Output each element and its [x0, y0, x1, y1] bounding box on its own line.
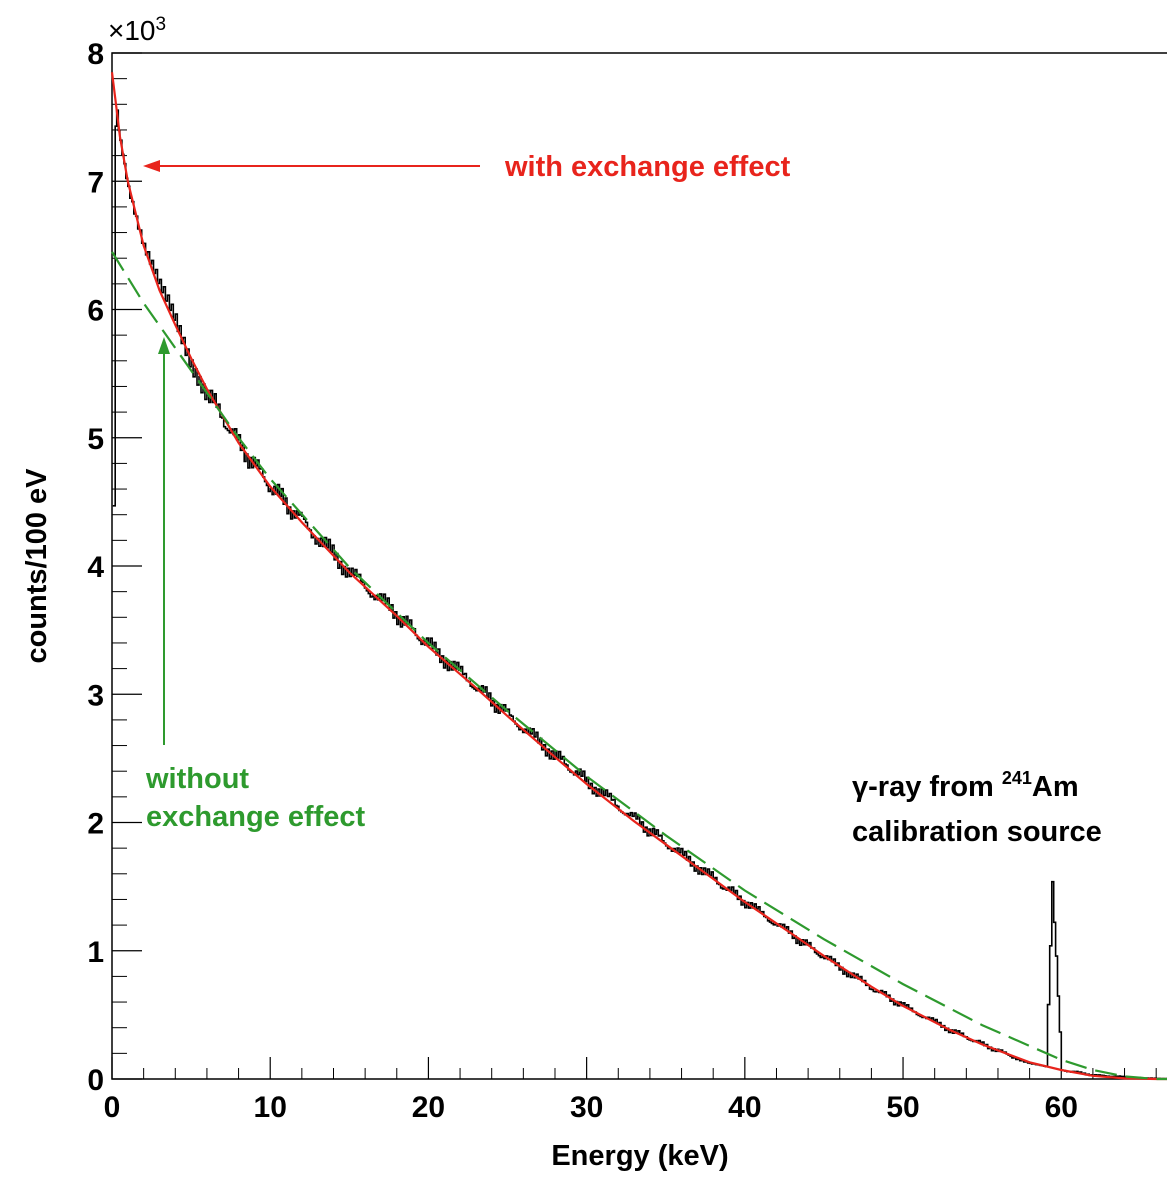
gamma-ray-label-line2: calibration source	[852, 816, 1102, 848]
x-tick-label: 10	[254, 1091, 287, 1124]
x-tick-label: 40	[728, 1091, 761, 1124]
x-axis-label: Energy (keV)	[551, 1140, 728, 1172]
y-tick-label: 0	[87, 1064, 104, 1097]
y-multiplier-label: ×103	[108, 14, 166, 46]
without-exchange-arrowhead	[158, 337, 170, 354]
x-tick-label: 20	[412, 1091, 445, 1124]
gamma-isotope-mass: 241	[1002, 768, 1032, 788]
y-tick-label: 2	[87, 808, 104, 841]
y-multiplier-base: ×10	[108, 15, 156, 46]
y-tick-label: 1	[87, 936, 104, 969]
without-exchange-label-line2: exchange effect	[146, 801, 366, 833]
without-exchange-label-line1: without	[145, 763, 249, 795]
gamma-ray-prefix: γ-ray from	[852, 771, 994, 803]
x-tick-label: 30	[570, 1091, 603, 1124]
x-tick-label: 0	[104, 1091, 121, 1124]
y-axis-label: counts/100 eV	[21, 468, 53, 664]
series-group	[110, 72, 1167, 1081]
y-tick-label: 5	[87, 423, 104, 456]
y-tick-label: 8	[87, 38, 104, 71]
with-exchange-label: with exchange effect	[504, 151, 791, 183]
series-line-with-exchange	[110, 72, 1167, 1081]
y-tick-label: 6	[87, 295, 104, 328]
series-line-without-exchange	[111, 251, 1167, 1081]
tick-labels: 0 10 20 30 40 50 60 0 1 2 3 4 5 6 7 8	[87, 38, 1078, 1124]
y-tick-label: 3	[87, 679, 104, 712]
with-exchange-arrowhead	[143, 160, 160, 172]
axis-ticks	[111, 52, 1157, 1080]
y-tick-label: 7	[87, 166, 104, 199]
y-multiplier-exponent: 3	[156, 14, 167, 35]
plot-frame	[111, 52, 1167, 1080]
series-line-measured	[112, 109, 1167, 1080]
x-tick-label: 50	[886, 1091, 919, 1124]
y-tick-label: 4	[87, 551, 104, 584]
x-tick-label: 60	[1045, 1091, 1078, 1124]
gamma-isotope: Am	[1032, 771, 1079, 803]
gamma-ray-label-line1: γ-ray from 241Am	[852, 768, 1079, 803]
